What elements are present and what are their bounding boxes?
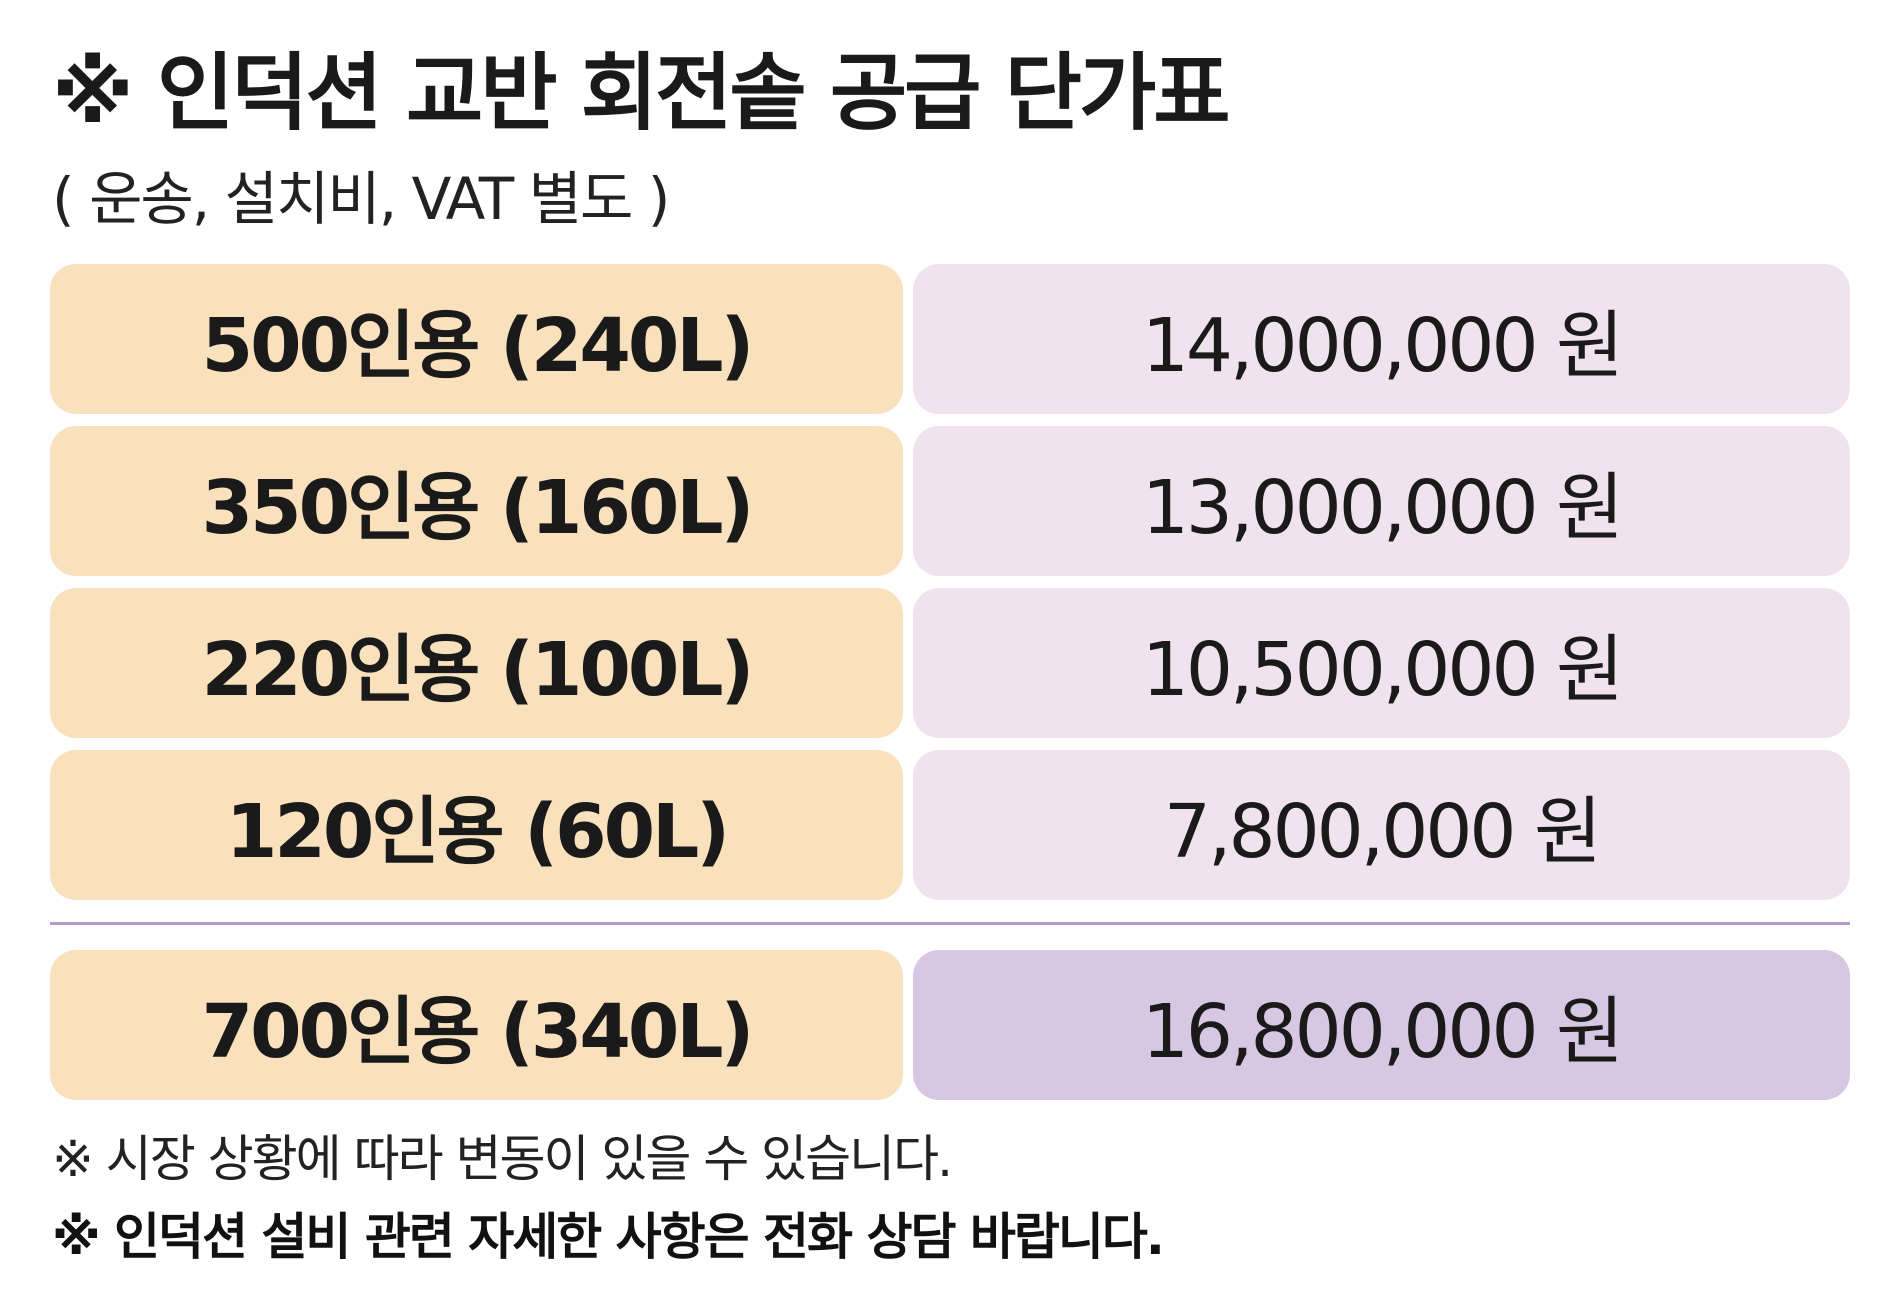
price-value: 16,800,000 원	[913, 950, 1850, 1100]
price-value: 10,500,000 원	[913, 588, 1850, 738]
capacity-label: 500인용 (240L)	[50, 264, 903, 414]
price-row-highlight: 700인용 (340L) 16,800,000 원	[50, 950, 1850, 1100]
price-row: 500인용 (240L) 14,000,000 원	[50, 264, 1850, 414]
market-note: ※ 시장 상황에 따라 변동이 있을 수 있습니다.	[52, 1130, 953, 1188]
price-row: 220인용 (100L) 10,500,000 원	[50, 588, 1850, 738]
capacity-label: 700인용 (340L)	[50, 950, 903, 1100]
page-subtitle: ( 운송, 설치비, VAT 별도 )	[52, 165, 670, 233]
page-title: ※ 인덕션 교반 회전솥 공급 단가표	[52, 44, 1231, 142]
price-value: 14,000,000 원	[913, 264, 1850, 414]
price-row: 350인용 (160L) 13,000,000 원	[50, 426, 1850, 576]
capacity-label: 220인용 (100L)	[50, 588, 903, 738]
price-value: 13,000,000 원	[913, 426, 1850, 576]
section-divider	[50, 922, 1850, 925]
consultation-note: ※ 인덕션 설비 관련 자세한 사항은 전화 상담 바랍니다.	[52, 1208, 1165, 1266]
price-value: 7,800,000 원	[913, 750, 1850, 900]
capacity-label: 350인용 (160L)	[50, 426, 903, 576]
price-row: 120인용 (60L) 7,800,000 원	[50, 750, 1850, 900]
capacity-label: 120인용 (60L)	[50, 750, 903, 900]
